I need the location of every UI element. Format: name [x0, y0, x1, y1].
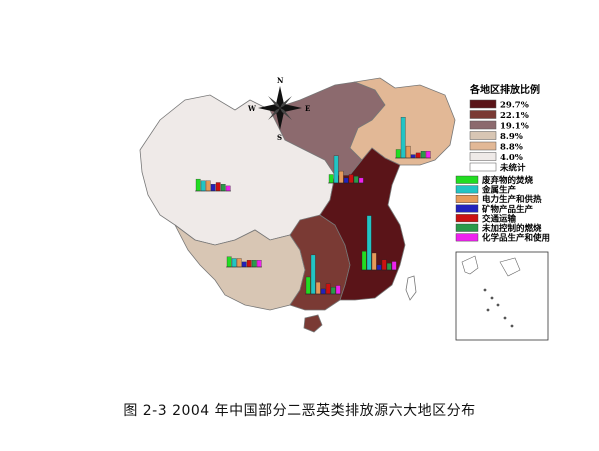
bar-northeast-1 — [400, 117, 406, 159]
ratio-swatch — [469, 152, 497, 161]
figure-caption: 图 2-3 2004 年中国部分二恶英类排放源六大地区分布 — [123, 403, 476, 419]
bar-group-east — [361, 215, 397, 271]
ratio-label: 22.1% — [500, 111, 529, 121]
source-swatch — [455, 204, 479, 213]
source-swatch — [455, 185, 479, 194]
bar-northeast-3 — [410, 154, 416, 159]
south-china-sea-inset — [455, 251, 549, 341]
source-label: 化学品生产和使用 — [482, 233, 550, 244]
bar-northwest-4 — [215, 182, 221, 192]
bar-east-5 — [386, 263, 392, 271]
bar-north-3 — [343, 177, 349, 184]
bar-group-northwest — [195, 178, 231, 192]
source-swatch — [455, 214, 479, 223]
bar-north-4 — [348, 174, 354, 184]
ratio-label: 4.0% — [500, 153, 523, 163]
bar-northwest-3 — [210, 184, 216, 192]
bar-northwest-2 — [205, 180, 211, 192]
bar-southwest-3 — [241, 261, 247, 268]
ratio-swatch — [469, 99, 497, 109]
source-label: 交通运输 — [482, 213, 517, 224]
bar-southwest-2 — [236, 258, 242, 268]
bar-north-1 — [333, 155, 339, 184]
bar-southcentral-2 — [315, 281, 321, 295]
compass-n: N — [277, 76, 284, 85]
bar-northeast-4 — [415, 152, 421, 159]
bar-east-4 — [381, 259, 387, 271]
compass-w: W — [247, 104, 256, 113]
bar-southcentral-3 — [320, 288, 326, 295]
bar-southcentral-5 — [330, 287, 336, 295]
bar-northwest-0 — [195, 178, 201, 192]
source-label: 金属生产 — [481, 185, 517, 196]
ratio-label: 8.9% — [500, 132, 523, 142]
bar-southcentral-1 — [310, 254, 316, 295]
bar-east-1 — [366, 215, 372, 271]
bar-group-southwest — [226, 256, 262, 268]
region-hainan — [303, 314, 323, 333]
compass-rose: N S W E — [247, 76, 310, 142]
bar-group-north — [328, 155, 364, 184]
bar-northeast-2 — [405, 145, 411, 159]
bar-north-5 — [353, 176, 359, 184]
bar-east-6 — [391, 261, 397, 271]
bar-northwest-6 — [225, 185, 231, 192]
bar-east-2 — [371, 252, 377, 271]
bar-southwest-4 — [246, 260, 252, 268]
bar-southcentral-4 — [325, 283, 331, 295]
bar-northeast-6 — [425, 151, 431, 159]
bar-north-6 — [358, 177, 364, 184]
source-label: 电力生产和供热 — [482, 194, 542, 205]
bar-north-2 — [338, 170, 344, 184]
bar-group-northeast — [395, 117, 431, 159]
source-label: 未加控制的燃烧 — [481, 223, 542, 234]
bar-group-southcentral — [305, 254, 341, 295]
ratio-swatch — [469, 120, 497, 130]
ratio-swatch — [469, 162, 497, 172]
ratio-label: 19.1% — [500, 122, 529, 132]
ratio-label: 29.7% — [500, 101, 529, 111]
source-swatch — [455, 223, 479, 232]
bar-southwest-1 — [231, 258, 237, 268]
bar-east-0 — [361, 251, 367, 271]
bar-northeast-5 — [420, 151, 426, 159]
source-swatch — [455, 175, 479, 184]
bar-northwest-1 — [200, 180, 206, 192]
source-label: 废弃物的焚烧 — [482, 175, 534, 186]
compass-s: S — [277, 133, 282, 142]
source-label: 矿物产品生产 — [482, 204, 534, 215]
ratio-legend: 各地区排放比例 29.7%22.1%19.1%8.9%8.8%4.0%未统计 — [469, 83, 540, 174]
ratio-swatch — [469, 110, 497, 119]
region-taiwan — [405, 275, 417, 301]
bar-northwest-5 — [220, 184, 226, 192]
ratio-swatch — [469, 141, 497, 151]
bar-east-3 — [376, 264, 382, 271]
bar-southwest-5 — [251, 260, 257, 268]
bar-southcentral-6 — [335, 285, 341, 295]
ratio-label: 未统计 — [499, 163, 526, 174]
ratio-legend-title: 各地区排放比例 — [469, 83, 540, 96]
ratio-label: 8.8% — [500, 143, 523, 153]
source-swatch — [455, 194, 479, 203]
source-legend: 废弃物的焚烧金属生产电力生产和供热矿物产品生产交通运输未加控制的燃烧化学品生产和… — [455, 175, 550, 244]
bar-northeast-0 — [395, 149, 401, 159]
source-swatch — [455, 233, 479, 242]
bar-north-0 — [328, 174, 334, 184]
bar-southwest-0 — [226, 256, 232, 268]
bar-southcentral-0 — [305, 276, 311, 295]
ratio-swatch — [469, 131, 497, 140]
bar-southwest-6 — [256, 260, 262, 268]
compass-e: E — [305, 104, 310, 113]
